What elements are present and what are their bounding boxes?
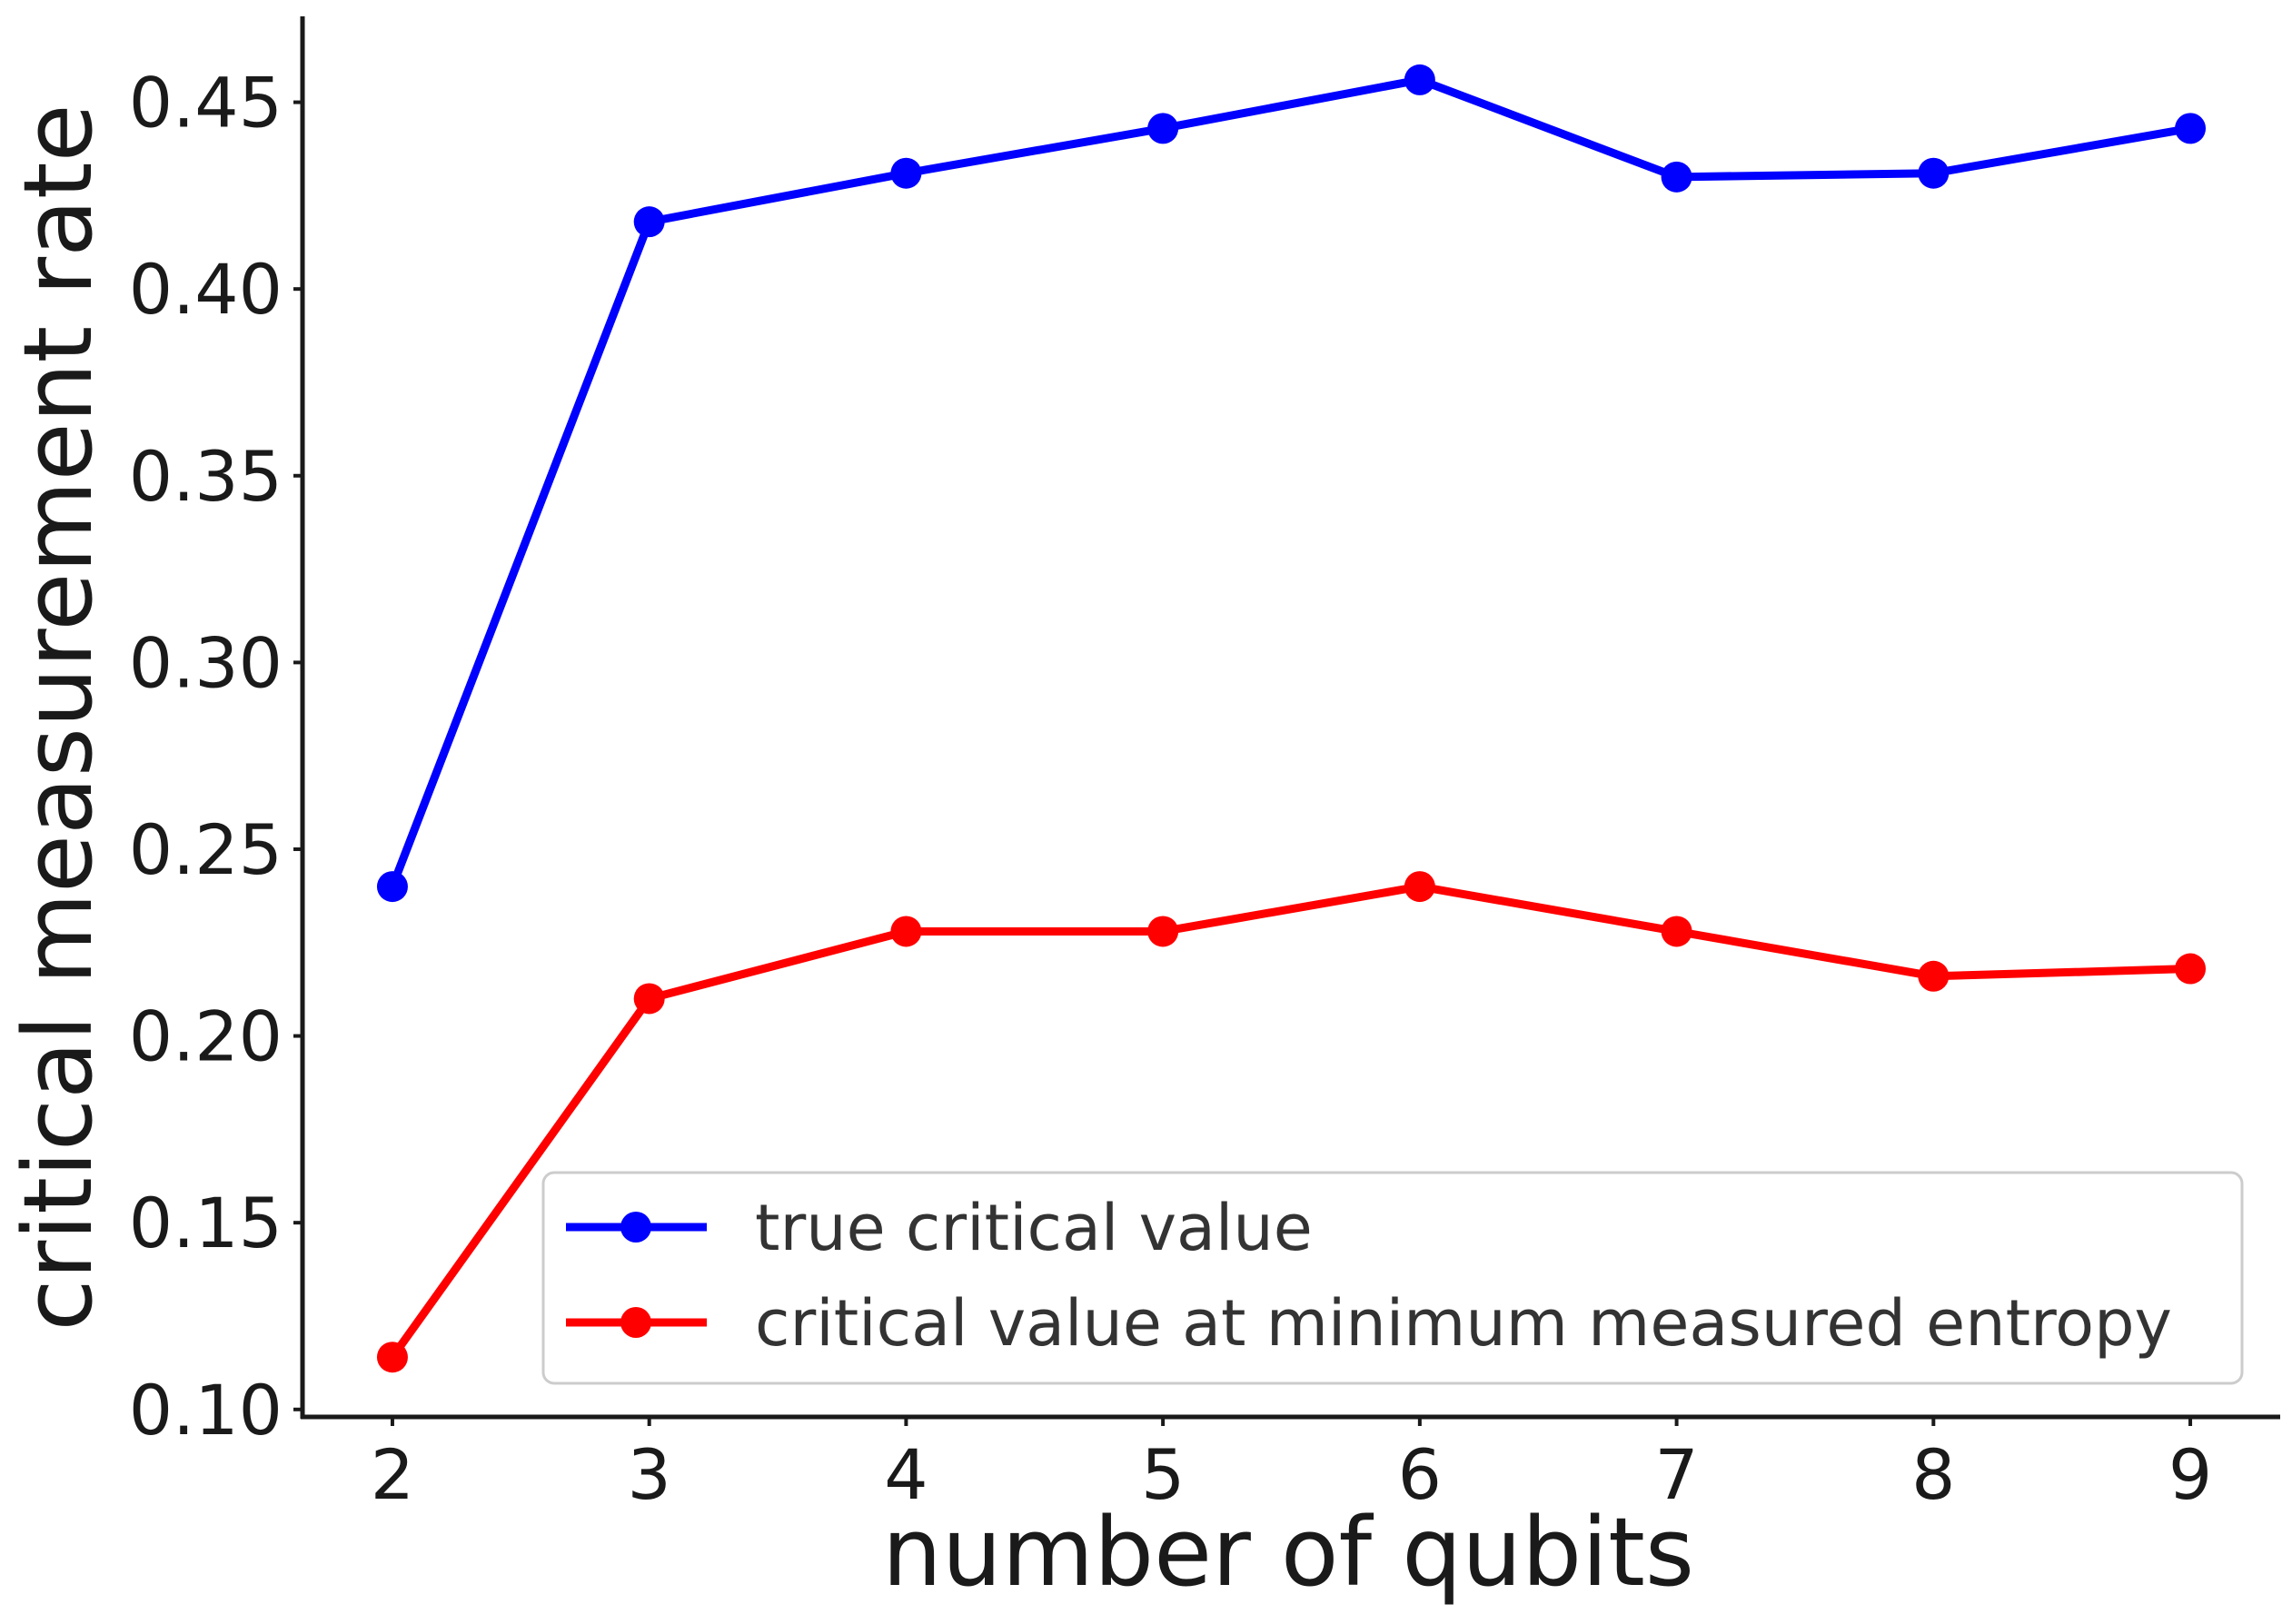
series-line [388, 75, 2195, 891]
series-lines [376, 64, 2207, 1373]
x-tick-label: 8 [1911, 1434, 1955, 1515]
data-point [890, 157, 922, 189]
y-tick-label: 0.15 [129, 1183, 283, 1263]
x-tick-label: 4 [884, 1434, 928, 1515]
legend-marker [620, 1212, 651, 1243]
data-point [1147, 113, 1179, 144]
legend-item: critical value at minimum measured entro… [566, 1286, 2172, 1361]
series-1 [376, 64, 2207, 903]
data-point [376, 871, 408, 903]
legend: true critical value critical value at min… [541, 1171, 2244, 1385]
y-tick-label: 0.45 [129, 63, 283, 144]
x-tick-label: 5 [1141, 1434, 1185, 1515]
x-tick-label: 7 [1654, 1434, 1698, 1515]
legend-box [541, 1171, 2244, 1385]
data-point [2175, 953, 2207, 985]
data-point [1918, 157, 1950, 189]
legend-label: true critical value [755, 1191, 1313, 1265]
x-tick-label: 3 [628, 1434, 671, 1515]
y-tick-label: 0.10 [129, 1370, 283, 1451]
legend-item: true critical value [566, 1191, 1313, 1265]
y-tick-label: 0.20 [129, 996, 283, 1077]
series-2 [376, 871, 2207, 1373]
y-axis-label: critical measurement rate [3, 104, 114, 1331]
data-point [2175, 113, 2207, 144]
y-tick-label: 0.30 [129, 622, 283, 703]
y-tick-label: 0.40 [129, 249, 283, 330]
data-point [890, 916, 922, 947]
data-point [1661, 161, 1692, 193]
x-tick-label: 2 [371, 1434, 414, 1515]
data-point [1661, 916, 1692, 947]
x-ticks: 2 3 4 5 6 7 8 9 [371, 1417, 2212, 1515]
data-point [1404, 64, 1435, 95]
data-point [633, 983, 665, 1015]
data-point [1404, 871, 1435, 903]
legend-marker [620, 1307, 651, 1338]
axes [300, 16, 2280, 1420]
x-tick-label: 9 [2168, 1434, 2212, 1515]
data-point [376, 1342, 408, 1373]
data-point [1918, 960, 1950, 992]
y-ticks: 0.10 0.15 0.20 0.25 0.30 0.35 0.40 0.45 [129, 63, 303, 1451]
series-line [388, 882, 2195, 1362]
x-tick-label: 6 [1398, 1434, 1442, 1515]
y-tick-label: 0.35 [129, 436, 283, 517]
legend-label: critical value at minimum measured entro… [755, 1286, 2172, 1361]
x-axis-label: number of qubits [882, 1497, 1694, 1608]
data-point [633, 206, 665, 238]
data-point [1147, 916, 1179, 947]
y-tick-label: 0.25 [129, 809, 283, 890]
